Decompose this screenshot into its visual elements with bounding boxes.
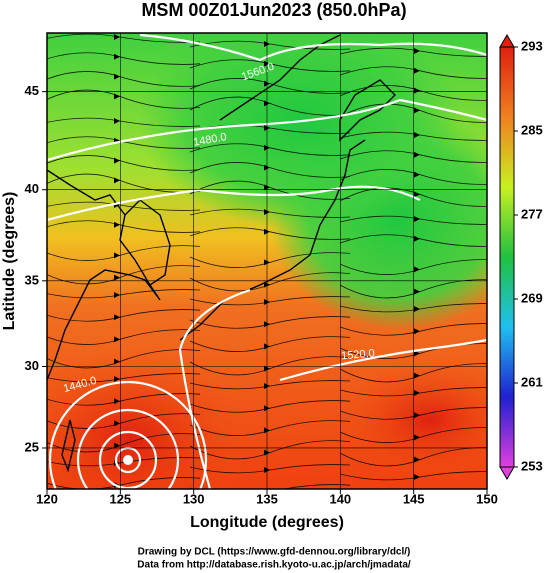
arrowhead bbox=[114, 34, 120, 40]
colorbar bbox=[499, 46, 515, 468]
contour bbox=[98, 430, 158, 489]
arrowhead bbox=[414, 266, 420, 273]
arrowhead bbox=[414, 306, 420, 312]
arrowhead bbox=[114, 73, 120, 80]
arrowhead bbox=[114, 252, 120, 259]
colorbar-tick-label: 269 bbox=[521, 290, 543, 305]
field-patch bbox=[340, 360, 487, 480]
arrowhead bbox=[414, 107, 420, 114]
arrowhead bbox=[114, 376, 120, 382]
contour bbox=[123, 455, 133, 465]
colorbar-tick-label: 253 bbox=[521, 458, 543, 473]
credit: Data from http://database.rish.kyoto-u.a… bbox=[137, 560, 411, 571]
y-tick-label: 40 bbox=[25, 181, 39, 196]
arrowhead bbox=[114, 442, 120, 449]
plot-area bbox=[47, 33, 487, 489]
contour bbox=[178, 288, 251, 489]
arrowhead bbox=[114, 292, 120, 298]
arrowhead bbox=[414, 87, 420, 94]
y-tick-label: 30 bbox=[25, 358, 39, 373]
arrowhead bbox=[414, 412, 420, 419]
title: MSM 00Z01Jun2023 (850.0hPa) bbox=[141, 0, 406, 20]
colorbar-tick-label: 261 bbox=[521, 374, 543, 389]
x-axis-label: Longitude (degrees) bbox=[190, 514, 344, 531]
contour-label: 1520.0 bbox=[341, 347, 376, 362]
streamline bbox=[189, 484, 351, 489]
y-tick-label: 35 bbox=[25, 272, 39, 287]
x-tick-label: 150 bbox=[476, 491, 498, 506]
arrowhead bbox=[414, 372, 420, 379]
arrowhead bbox=[114, 118, 120, 124]
arrowhead bbox=[414, 171, 420, 178]
x-tick-label: 130 bbox=[183, 491, 205, 506]
arrowhead bbox=[414, 48, 420, 54]
contour bbox=[139, 33, 487, 62]
x-tick-label: 125 bbox=[109, 491, 131, 506]
field-patch bbox=[140, 33, 460, 230]
arrowhead bbox=[414, 434, 420, 441]
arrowhead bbox=[414, 235, 420, 242]
coastline bbox=[47, 169, 161, 381]
arrowhead bbox=[414, 132, 420, 138]
arrowhead bbox=[414, 67, 420, 74]
arrowhead bbox=[414, 474, 420, 480]
x-tick-label: 140 bbox=[329, 491, 351, 506]
arrowhead bbox=[114, 221, 120, 228]
x-tick-label: 145 bbox=[403, 491, 425, 506]
coastline bbox=[61, 419, 76, 473]
x-tick-label: 120 bbox=[36, 491, 58, 506]
arrowhead bbox=[114, 398, 120, 405]
arrowhead bbox=[114, 314, 120, 321]
contour-label: 1480.0 bbox=[192, 131, 227, 149]
arrowhead bbox=[114, 336, 120, 343]
coastline bbox=[179, 139, 366, 341]
arrowhead bbox=[114, 53, 120, 60]
contour bbox=[47, 185, 421, 222]
contour bbox=[279, 338, 487, 382]
arrowhead bbox=[414, 216, 420, 222]
arrowhead bbox=[114, 274, 120, 281]
credit: Drawing by DCL (https://www.gfd-dennou.o… bbox=[138, 547, 411, 558]
contour bbox=[47, 98, 487, 162]
colorbar-tick-label: 293 bbox=[521, 38, 543, 53]
y-axis-label: Latitude (degrees) bbox=[1, 192, 18, 331]
arrowhead bbox=[414, 390, 420, 396]
colorbar-tick-label: 285 bbox=[521, 122, 543, 137]
y-tick-label: 25 bbox=[25, 439, 39, 454]
colorbar-extend bbox=[499, 34, 515, 48]
colorbar-tick-label: 277 bbox=[521, 206, 543, 221]
y-tick-label: 45 bbox=[25, 83, 39, 98]
contour bbox=[76, 408, 180, 489]
arrowhead bbox=[114, 420, 120, 427]
coastline bbox=[124, 199, 171, 286]
arrowhead bbox=[414, 151, 420, 158]
arrowhead bbox=[114, 157, 120, 164]
arrowhead bbox=[414, 328, 420, 335]
arrowhead bbox=[114, 93, 120, 100]
arrowhead bbox=[414, 288, 420, 295]
arrowhead bbox=[114, 177, 120, 184]
x-tick-label: 135 bbox=[256, 491, 278, 506]
coastline bbox=[219, 34, 341, 121]
arrowhead bbox=[414, 456, 420, 463]
arrowhead bbox=[114, 358, 120, 365]
arrowhead bbox=[414, 191, 420, 198]
contour bbox=[48, 380, 208, 489]
arrowhead bbox=[414, 350, 420, 357]
colorbar-extend bbox=[499, 466, 515, 480]
